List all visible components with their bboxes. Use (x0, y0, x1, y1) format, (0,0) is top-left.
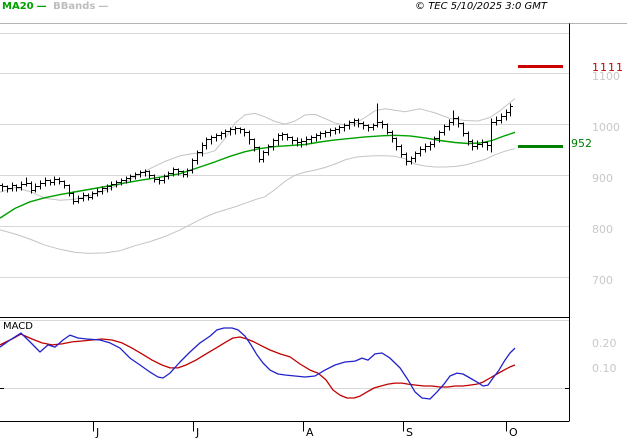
month-tick-label: J (195, 426, 199, 439)
legend-bbands-label: BBands (53, 1, 96, 12)
copyright-text: © TEC 5/10/2025 3:0 GMT (415, 1, 547, 12)
macd-panel-title: MACD (3, 321, 33, 332)
legend-bbands-swatch: — (98, 1, 109, 12)
month-tick-label: J (95, 426, 99, 439)
month-tick-label: O (509, 426, 518, 439)
chart-legend: MA20— BBands — (2, 1, 111, 12)
macd-tick-label: 0.20 (592, 337, 617, 350)
price-tick-label: 900 (592, 172, 613, 185)
price-tick-label: 1100 (592, 70, 620, 83)
legend-ma20-swatch: — (36, 1, 47, 12)
price-tick-label: 700 (592, 274, 613, 287)
macd-tick-label: 0.10 (592, 362, 617, 375)
price-tick-label: 800 (592, 223, 613, 236)
macd-signal-line (0, 333, 516, 399)
month-tick-label: S (406, 426, 413, 439)
bollinger-upper-band (0, 98, 516, 201)
bollinger-lower-band (0, 148, 516, 254)
ma20-line (0, 131, 516, 219)
resistance-level-label: 1111 (592, 61, 624, 74)
support-level-label: 952 (571, 137, 592, 150)
month-tick-label: A (306, 426, 314, 439)
macd-main-line (0, 327, 516, 400)
price-tick-label: 1000 (592, 121, 620, 134)
legend-ma20-label: MA20 (2, 1, 34, 12)
